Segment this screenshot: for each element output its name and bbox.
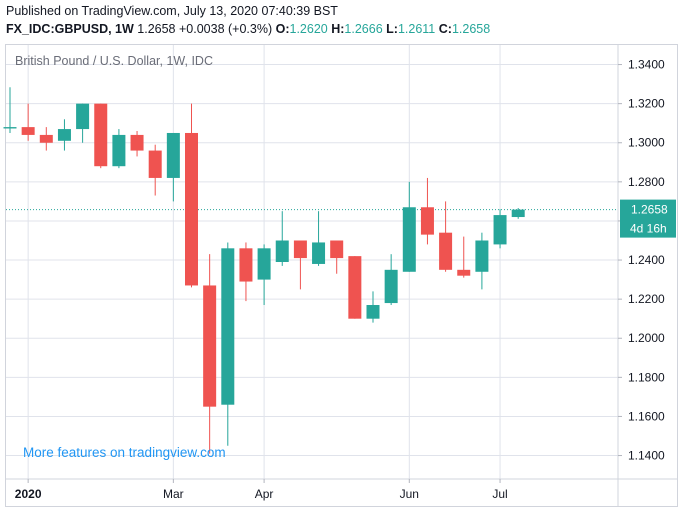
candle (76, 103, 90, 143)
candle-body (293, 240, 307, 259)
candle-body (130, 134, 144, 151)
candle-body (21, 127, 35, 135)
price-tick-label: 1.1800 (628, 370, 665, 384)
price-tick-label: 1.3400 (628, 58, 665, 72)
candle (112, 129, 126, 169)
open-label: O: (275, 22, 290, 36)
open-value: 1.2620 (289, 22, 328, 36)
candle (239, 242, 253, 302)
candle (439, 201, 453, 272)
price-change: +0.0038 (+0.3%) (179, 22, 273, 36)
high-label: H: (331, 22, 345, 36)
price-tag-background (620, 199, 676, 238)
candle-body (402, 207, 416, 272)
candle (384, 254, 398, 306)
grid-lines (6, 45, 618, 479)
candle (348, 256, 362, 319)
high-value: 1.2666 (344, 22, 383, 36)
candle (402, 181, 416, 272)
candle (275, 211, 289, 266)
candle (39, 127, 53, 151)
candle-body (94, 103, 108, 167)
last-price-tag: 1.2658 4d 16h (620, 199, 676, 238)
candle (257, 244, 271, 306)
candle-body (112, 134, 126, 167)
candle-body (457, 269, 471, 276)
candle-body (57, 129, 71, 141)
candle-body (185, 132, 198, 286)
time-tick-label: Jul (492, 487, 507, 501)
price-tick-label: 1.1600 (628, 409, 665, 423)
candle-body (221, 248, 235, 405)
candle (166, 132, 180, 202)
time-axis[interactable]: 2020 Mar Apr Jun Jul (15, 479, 508, 501)
candle-body (384, 269, 398, 304)
candle (3, 87, 17, 133)
price-axis[interactable]: 1.1400 1.1600 1.1800 1.2000 1.2200 1.2400 1.26… (618, 58, 665, 463)
candle-body (348, 256, 362, 319)
promo-link[interactable]: More features on tradingview.com (23, 445, 226, 460)
candle (330, 240, 344, 274)
candle (420, 177, 434, 245)
candle-body (475, 240, 489, 272)
candle-body (239, 248, 253, 282)
candle-body (257, 248, 271, 280)
candle (130, 131, 144, 157)
close-label: C: (438, 22, 452, 36)
low-value: 1.2611 (397, 22, 436, 36)
price-tag-countdown: 4d 16h (630, 222, 667, 236)
candle-body (3, 127, 17, 129)
time-tick-label: Mar (163, 487, 184, 501)
candle-body (439, 232, 453, 270)
candle (457, 236, 471, 278)
candle (57, 119, 71, 151)
price-tick-label: 1.2800 (628, 175, 665, 189)
candle-body (166, 132, 180, 178)
candle (511, 208, 525, 219)
candle (148, 144, 162, 196)
chart-frame (5, 44, 678, 507)
candle (185, 103, 198, 288)
time-tick-label: 2020 (15, 487, 42, 501)
price-tick-label: 1.2000 (628, 331, 665, 345)
candle (293, 240, 307, 290)
symbol-ohlc-line: FX_IDC:GBPUSD, 1W 1.2658 +0.0038 (+0.3%)… (6, 22, 490, 36)
candle-body (275, 240, 289, 262)
candle-body (39, 134, 53, 143)
symbol-label: FX_IDC:GBPUSD, 1W (6, 22, 134, 36)
price-tick-label: 1.2400 (628, 253, 665, 267)
candle-body (366, 305, 380, 319)
close-value: 1.2658 (451, 22, 491, 36)
time-tick-label: Jun (400, 487, 419, 501)
candles (3, 87, 525, 454)
candle (366, 291, 380, 323)
last-price: 1.2658 (137, 22, 176, 36)
candle-body (312, 242, 326, 264)
candle (312, 211, 326, 266)
candle-body (420, 207, 434, 235)
price-tick-label: 1.3200 (628, 97, 665, 111)
price-tag-value: 1.2658 (631, 203, 668, 217)
candle (21, 103, 35, 141)
price-tick-label: 1.1400 (628, 449, 665, 463)
published-note: Published on TradingView.com, July 13, 2… (6, 4, 338, 18)
candle (493, 209, 507, 249)
candle-body (203, 285, 217, 407)
candle (94, 103, 108, 169)
price-tick-label: 1.3000 (628, 136, 665, 150)
candle-body (493, 215, 507, 245)
price-tick-label: 1.2200 (628, 292, 665, 306)
time-tick-label: Apr (255, 487, 274, 501)
low-label: L: (386, 22, 398, 36)
candle-body (76, 103, 90, 130)
candle (221, 242, 235, 446)
chart-title: British Pound / U.S. Dollar, 1W, IDC (15, 54, 213, 68)
candle-body (148, 150, 162, 178)
candle (203, 254, 217, 454)
candle-body (511, 209, 525, 218)
candle-body (330, 240, 344, 259)
candle (475, 232, 489, 290)
